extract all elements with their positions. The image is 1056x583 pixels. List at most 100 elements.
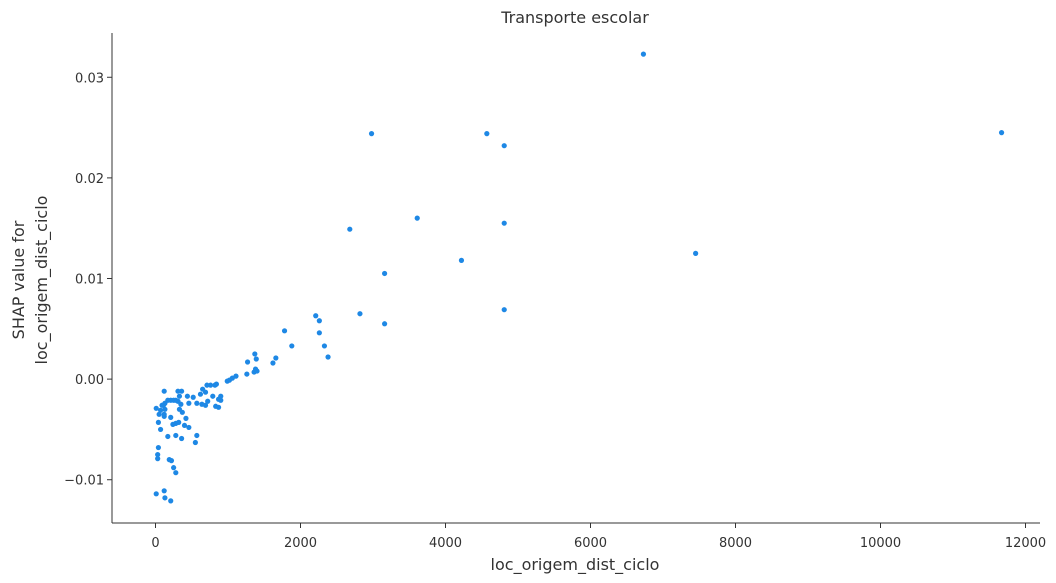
data-point: [208, 382, 214, 388]
data-point: [153, 491, 159, 497]
data-point: [218, 397, 224, 403]
y-axis-label-line-1: SHAP value for: [9, 220, 28, 339]
data-point: [157, 426, 164, 433]
data-point: [186, 400, 192, 406]
data-point: [157, 407, 164, 413]
y-tick-label: 0.03: [75, 71, 104, 86]
x-ticks: 0 2000 4000 6000 8000 10000 12000: [151, 523, 1046, 551]
data-point: [213, 381, 219, 387]
data-point: [244, 371, 250, 377]
x-tick-label: 8000: [719, 536, 752, 551]
data-point: [192, 439, 198, 446]
data-point: [281, 328, 288, 334]
x-tick-label: 2000: [284, 536, 317, 551]
data-point: [178, 401, 184, 407]
chart-title: Transporte escolar: [500, 8, 649, 27]
data-point: [210, 393, 216, 399]
data-point: [640, 51, 647, 57]
data-point: [155, 419, 161, 425]
data-point: [173, 470, 179, 476]
data-point: [194, 432, 200, 439]
data-point: [194, 400, 200, 406]
data-point: [199, 401, 205, 407]
data-point: [202, 389, 209, 395]
data-point: [159, 402, 165, 408]
data-point: [313, 313, 319, 319]
data-point: [176, 419, 182, 425]
data-point: [183, 415, 189, 421]
data-point: [168, 414, 174, 420]
data-point: [414, 215, 420, 221]
data-point: [155, 456, 161, 462]
data-point: [244, 359, 251, 365]
data-point: [215, 404, 222, 410]
data-point: [175, 388, 181, 394]
data-point: [289, 343, 295, 349]
data-point: [153, 405, 159, 411]
data-point: [224, 378, 230, 384]
data-point: [501, 307, 507, 313]
data-point: [316, 318, 322, 324]
data-point: [382, 321, 388, 327]
data-point: [998, 130, 1005, 136]
axes: [111, 33, 1040, 524]
data-point: [253, 356, 259, 362]
data-point: [168, 458, 175, 464]
x-tick-label: 0: [151, 536, 159, 551]
data-point: [204, 382, 210, 388]
data-point: [171, 465, 177, 471]
data-point: [693, 250, 699, 256]
data-point: [184, 393, 190, 399]
data-point: [357, 311, 363, 317]
data-point: [254, 368, 260, 374]
data-point: [458, 257, 465, 263]
data-point: [186, 424, 192, 431]
data-points: [153, 51, 1005, 504]
data-point: [368, 131, 375, 137]
data-point: [321, 343, 328, 349]
data-point: [252, 351, 258, 357]
data-point: [347, 226, 353, 232]
data-point: [179, 409, 185, 415]
x-axis-label: loc_origem_dist_ciclo: [491, 555, 660, 575]
x-tick-label: 6000: [574, 536, 607, 551]
data-point: [205, 398, 211, 404]
data-point: [382, 270, 388, 277]
y-axis-label-line-2: loc_origem_dist_ciclo: [32, 196, 52, 365]
data-point: [179, 388, 185, 394]
data-point: [270, 360, 276, 366]
data-point: [168, 498, 174, 504]
data-point: [155, 444, 161, 451]
data-point: [173, 432, 179, 439]
y-ticks: −0.01 0.00 0.01 0.02 0.03: [64, 71, 112, 489]
data-point: [162, 495, 168, 501]
data-point: [179, 435, 185, 442]
data-point: [161, 488, 167, 494]
data-point: [161, 388, 167, 394]
data-point: [170, 421, 176, 427]
data-point: [156, 411, 162, 417]
data-point: [190, 394, 196, 400]
data-point: [501, 143, 507, 149]
data-point: [165, 433, 171, 440]
data-point: [197, 391, 204, 397]
data-point: [161, 413, 167, 419]
data-point: [484, 131, 490, 137]
y-tick-label: 0.01: [75, 273, 104, 288]
x-tick-label: 12000: [1005, 536, 1046, 551]
data-point: [273, 355, 279, 361]
y-tick-label: −0.01: [64, 474, 104, 489]
y-axis-label: SHAP value for loc_origem_dist_ciclo: [9, 196, 52, 365]
data-point: [162, 406, 168, 412]
data-point: [316, 330, 322, 336]
x-tick-label: 4000: [429, 536, 462, 551]
y-tick-label: 0.02: [75, 172, 104, 187]
data-point: [325, 354, 331, 360]
data-point: [176, 393, 183, 399]
data-point: [501, 220, 507, 226]
data-point: [181, 422, 188, 429]
y-tick-label: 0.00: [75, 373, 104, 388]
x-tick-label: 10000: [860, 536, 901, 551]
data-point: [155, 451, 161, 458]
